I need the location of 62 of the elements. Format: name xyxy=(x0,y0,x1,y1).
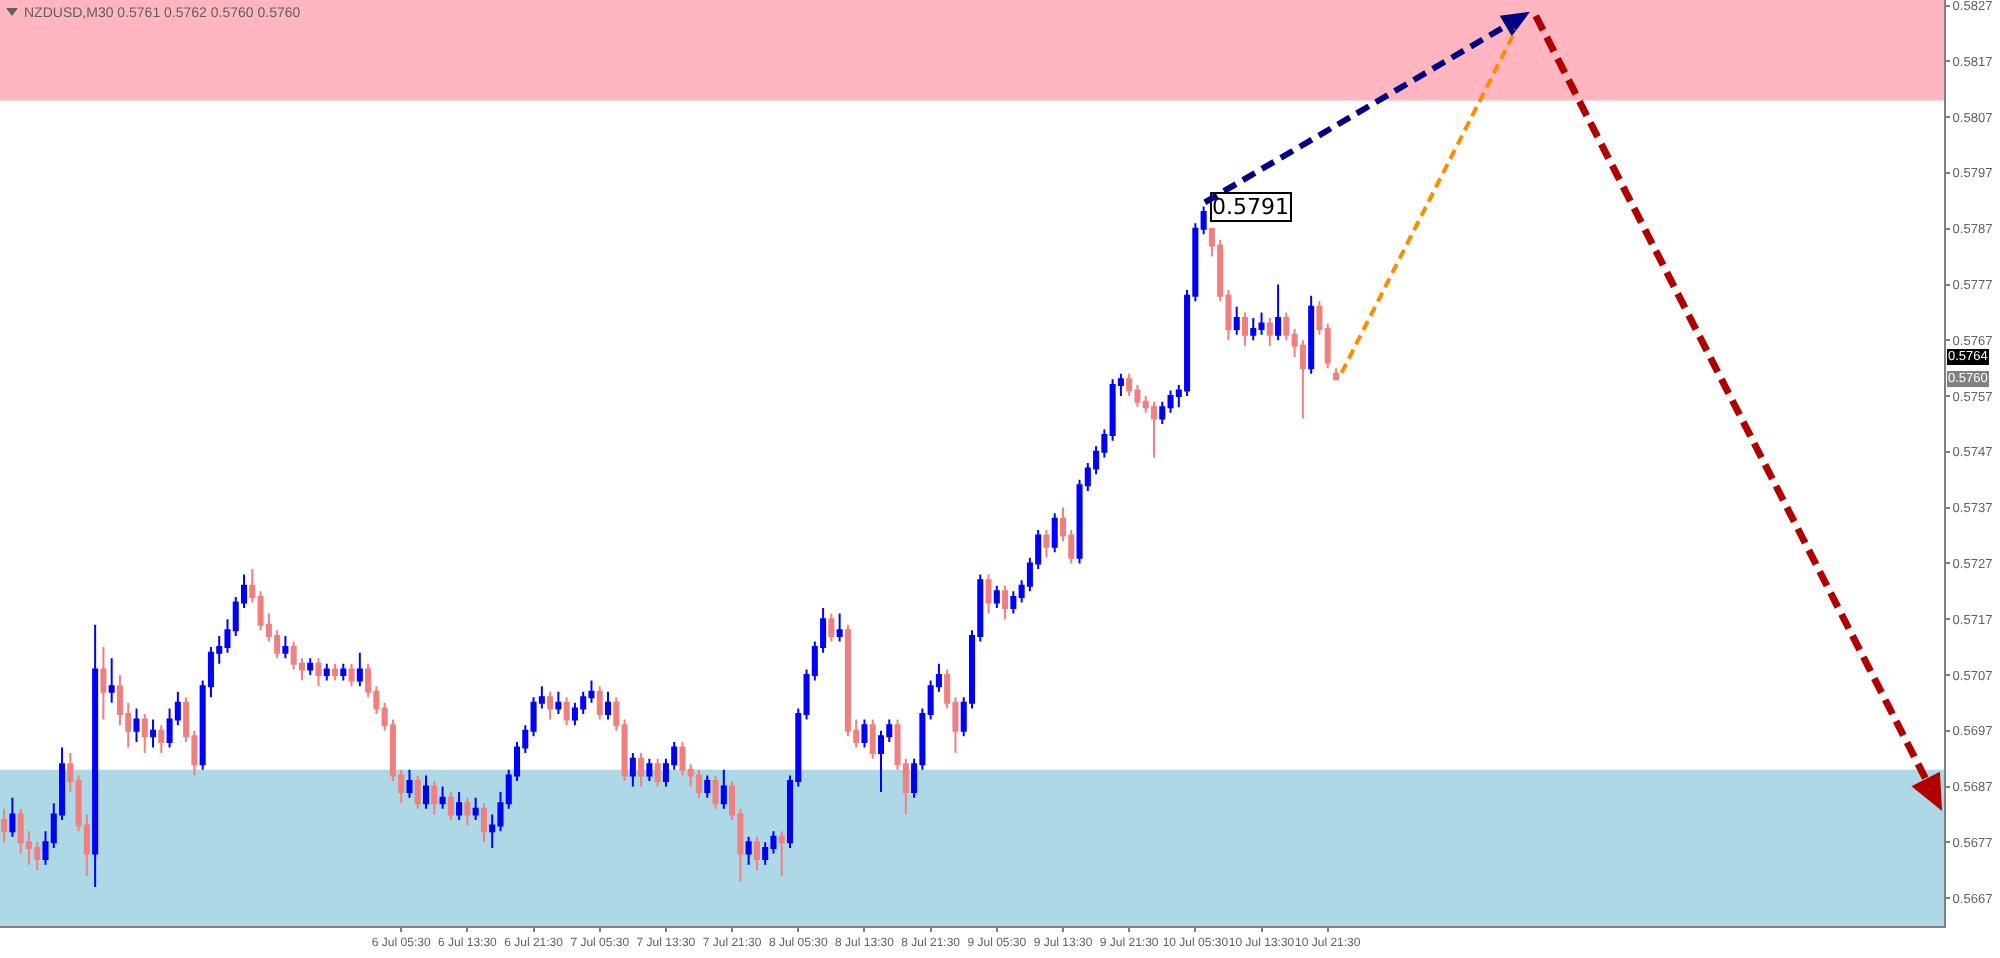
candlestick xyxy=(348,662,355,688)
candlestick xyxy=(596,685,603,721)
candlestick xyxy=(340,662,347,682)
candlestick xyxy=(472,796,479,822)
candlestick xyxy=(1241,311,1249,347)
candlestick xyxy=(704,774,711,799)
candlestick xyxy=(720,768,727,810)
candlestick xyxy=(108,657,115,704)
candlestick xyxy=(423,774,430,810)
candlestick xyxy=(100,646,107,721)
candlestick xyxy=(1332,367,1339,381)
candlestick xyxy=(92,623,99,888)
candlestick xyxy=(464,796,471,827)
candlestick xyxy=(439,785,446,810)
candlestick xyxy=(1043,528,1050,559)
candlestick xyxy=(1308,294,1315,375)
candlestick xyxy=(555,690,562,716)
candlestick xyxy=(605,690,612,721)
candlestick xyxy=(828,612,835,643)
candlestick xyxy=(1250,316,1257,342)
candlestick xyxy=(1266,316,1273,347)
candlestick xyxy=(695,768,703,799)
candlestick xyxy=(323,662,330,682)
candlestick xyxy=(985,573,992,615)
candlestick xyxy=(406,768,413,799)
candlestick xyxy=(1258,311,1265,336)
annotation: 0.5791 xyxy=(1212,194,1289,220)
candlestick xyxy=(993,584,1000,610)
candlestick xyxy=(158,724,165,755)
candlestick xyxy=(133,707,140,743)
candlestick xyxy=(141,713,148,755)
candlestick xyxy=(1051,512,1058,554)
candlestick xyxy=(1,807,8,844)
candlestick xyxy=(282,634,289,660)
candlestick xyxy=(654,757,661,788)
candlestick xyxy=(307,657,314,676)
candlestick xyxy=(9,796,16,838)
candlestick xyxy=(332,662,339,682)
candlestick xyxy=(1150,400,1158,459)
candlestick xyxy=(712,774,719,810)
candlestick xyxy=(836,612,843,643)
candlestick xyxy=(456,791,463,822)
candlestick xyxy=(315,657,322,688)
candlestick xyxy=(638,752,645,788)
candlestick xyxy=(861,718,868,749)
candlestick xyxy=(778,830,785,877)
candlestick xyxy=(869,718,876,760)
candlestick xyxy=(1275,283,1282,342)
candlestick xyxy=(753,835,760,872)
candlestick xyxy=(414,774,421,810)
candlestick xyxy=(563,696,570,727)
candlestick xyxy=(431,779,438,816)
candlestick xyxy=(356,651,363,688)
candlestick xyxy=(547,690,554,721)
candlestick xyxy=(646,757,653,782)
candlestick xyxy=(447,791,454,822)
candlestick xyxy=(745,835,752,866)
candlestick xyxy=(150,718,157,749)
candlestick xyxy=(1233,305,1240,336)
candlestick xyxy=(480,802,487,844)
candlestick xyxy=(1002,584,1009,621)
candlestick xyxy=(629,752,636,788)
